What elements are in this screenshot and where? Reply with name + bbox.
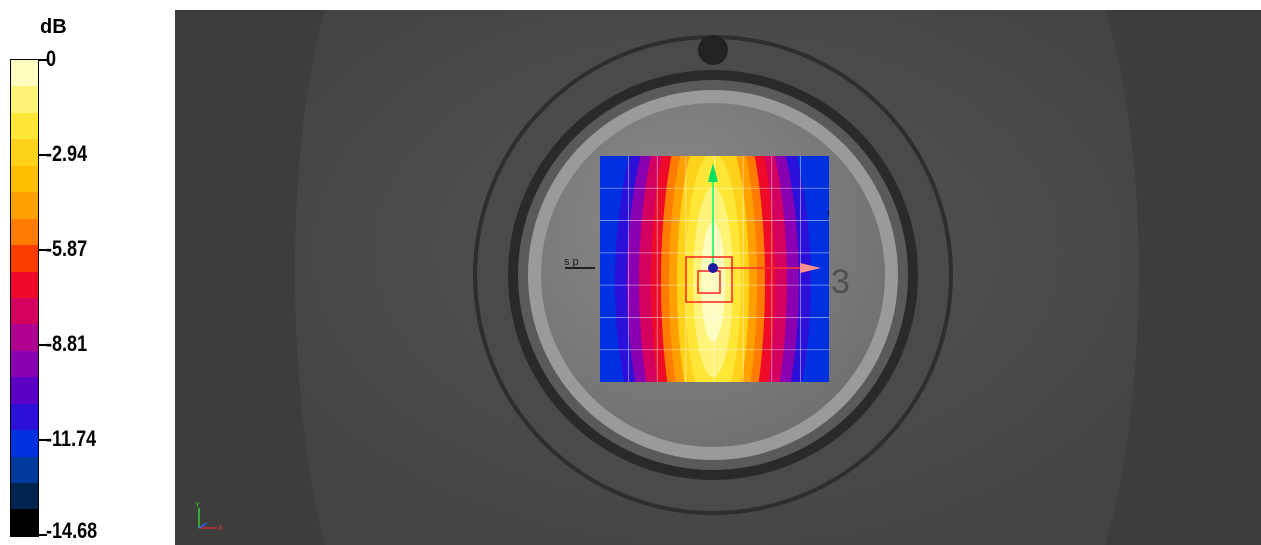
probe-y-arrow	[708, 163, 718, 182]
face-small-label: s p	[564, 256, 579, 268]
legend-tick-mark	[39, 439, 47, 441]
legend-color-swatch	[11, 324, 38, 351]
orientation-triad: Y X	[195, 502, 223, 532]
legend-tick-mark	[39, 344, 47, 346]
legend-tick-label-5: -14.68	[46, 518, 98, 543]
probe-point	[708, 263, 718, 273]
legend-color-swatch	[11, 483, 38, 510]
legend-color-swatch	[11, 377, 38, 404]
legend-color-swatch	[11, 139, 38, 166]
legend-color-swatch	[11, 112, 38, 140]
legend-color-swatch	[11, 509, 38, 536]
color-legend: dB 0 -2.94 -5.87 -8.81 -11.74 -14.68	[0, 0, 175, 545]
legend-color-swatch	[11, 245, 38, 272]
legend-color-swatch	[11, 456, 38, 483]
crown-button	[698, 35, 728, 65]
legend-colorbar	[10, 59, 39, 537]
legend-unit-label: dB	[40, 16, 67, 38]
3d-viewport[interactable]: s p 3 Y X	[175, 10, 1261, 545]
triad-y-label: Y	[195, 502, 200, 509]
legend-color-swatch	[11, 86, 38, 113]
legend-color-swatch	[11, 430, 38, 457]
legend-color-swatch	[11, 218, 38, 246]
dial-number-3: 3	[831, 263, 850, 301]
legend-tick-label-3: -8.81	[46, 331, 88, 356]
legend-color-swatch	[11, 271, 38, 298]
legend-color-swatch	[11, 165, 38, 193]
scene-canvas: s p 3	[295, 10, 1139, 545]
legend-tick-label-1: -2.94	[46, 141, 88, 166]
legend-color-swatch	[11, 403, 38, 431]
legend-tick-label-0: 0	[46, 46, 57, 71]
legend-tick-mark	[39, 154, 47, 156]
triad-x-label: X	[218, 525, 223, 532]
triad-z-line	[198, 522, 208, 529]
legend-tick-mark	[39, 249, 47, 251]
probe-x-arrow	[800, 263, 821, 273]
legend-color-swatch	[11, 350, 38, 378]
legend-color-swatch	[11, 297, 38, 325]
legend-color-swatch	[11, 60, 38, 87]
legend-color-swatch	[11, 192, 38, 219]
legend-tick-mark	[39, 59, 47, 61]
heatmap-contour	[701, 222, 725, 342]
legend-tick-label-2: -5.87	[46, 236, 88, 261]
probe-outer-box	[685, 256, 733, 303]
legend-tick-mark	[39, 534, 47, 536]
legend-tick-label-4: -11.74	[46, 426, 97, 451]
